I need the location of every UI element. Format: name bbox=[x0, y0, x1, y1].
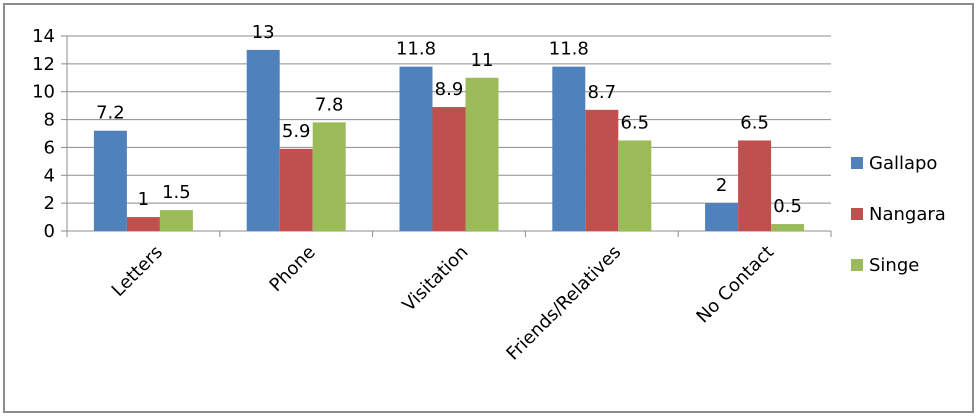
y-tick-label: 10 bbox=[32, 82, 55, 103]
y-tick-label: 6 bbox=[44, 137, 55, 158]
legend-swatch-nangara bbox=[851, 208, 863, 220]
data-label: 6.5 bbox=[620, 112, 649, 133]
legend-label: Singe bbox=[869, 255, 919, 276]
legend-label: Gallapo bbox=[869, 153, 937, 174]
category-label: Friends/Relatives bbox=[502, 242, 625, 365]
data-label: 0.5 bbox=[773, 196, 802, 217]
bar-gallapo bbox=[705, 203, 739, 231]
bar-singe bbox=[159, 210, 193, 231]
category-label: Letters bbox=[108, 242, 167, 301]
bar-nangara bbox=[432, 107, 466, 231]
bars bbox=[93, 49, 805, 232]
legend-swatch-singe bbox=[851, 259, 863, 271]
data-label: 13 bbox=[252, 22, 275, 43]
category-label: Phone bbox=[265, 242, 319, 296]
category-label: Visitation bbox=[398, 242, 472, 316]
data-label: 8.7 bbox=[587, 82, 616, 103]
data-labels: 7.21 1.5135.97.811.88.91111.88.76.526.50.… bbox=[96, 22, 802, 217]
bar-nangara bbox=[279, 148, 313, 231]
legend-swatch-gallapo bbox=[851, 157, 863, 169]
data-label: 1.5 bbox=[162, 182, 191, 203]
y-tick-label: 8 bbox=[44, 110, 55, 131]
bar-singe bbox=[771, 224, 805, 231]
category-label: No Contact bbox=[692, 242, 778, 328]
y-tick-label: 2 bbox=[44, 193, 55, 214]
legend: Gallapo Nangara Singe bbox=[851, 153, 946, 276]
y-tick-label: 4 bbox=[44, 165, 55, 186]
bar-nangara bbox=[738, 140, 772, 231]
data-label: 5.9 bbox=[282, 121, 311, 142]
bar-singe bbox=[618, 140, 652, 231]
y-tick-label: 14 bbox=[32, 26, 55, 47]
data-label: 2 bbox=[716, 175, 727, 196]
bar-nangara bbox=[585, 109, 619, 231]
bar-singe bbox=[312, 122, 346, 231]
y-axis-ticks: 0 2 4 6 8 10 12 14 bbox=[32, 26, 55, 242]
bar-gallapo bbox=[246, 49, 280, 231]
data-label: 8.9 bbox=[435, 79, 464, 100]
bar-gallapo bbox=[399, 66, 433, 232]
data-label: 6.5 bbox=[740, 112, 769, 133]
data-label: 1 bbox=[138, 189, 149, 210]
bar-gallapo bbox=[93, 130, 127, 231]
data-label: 11 bbox=[471, 50, 494, 71]
y-tick-label: 0 bbox=[44, 221, 55, 242]
bar-gallapo bbox=[552, 66, 586, 232]
bar-singe bbox=[465, 77, 499, 232]
category-labels: Letters Phone Visitation Friends/Relatives N… bbox=[108, 242, 778, 365]
data-label: 11.8 bbox=[549, 39, 589, 60]
legend-label: Nangara bbox=[869, 204, 946, 225]
data-label: 11.8 bbox=[396, 39, 436, 60]
gridlines bbox=[67, 35, 831, 204]
bar-nangara bbox=[126, 217, 160, 231]
data-label: 7.2 bbox=[96, 103, 125, 124]
data-label: 7.8 bbox=[315, 94, 344, 115]
y-tick-label: 12 bbox=[32, 54, 55, 75]
